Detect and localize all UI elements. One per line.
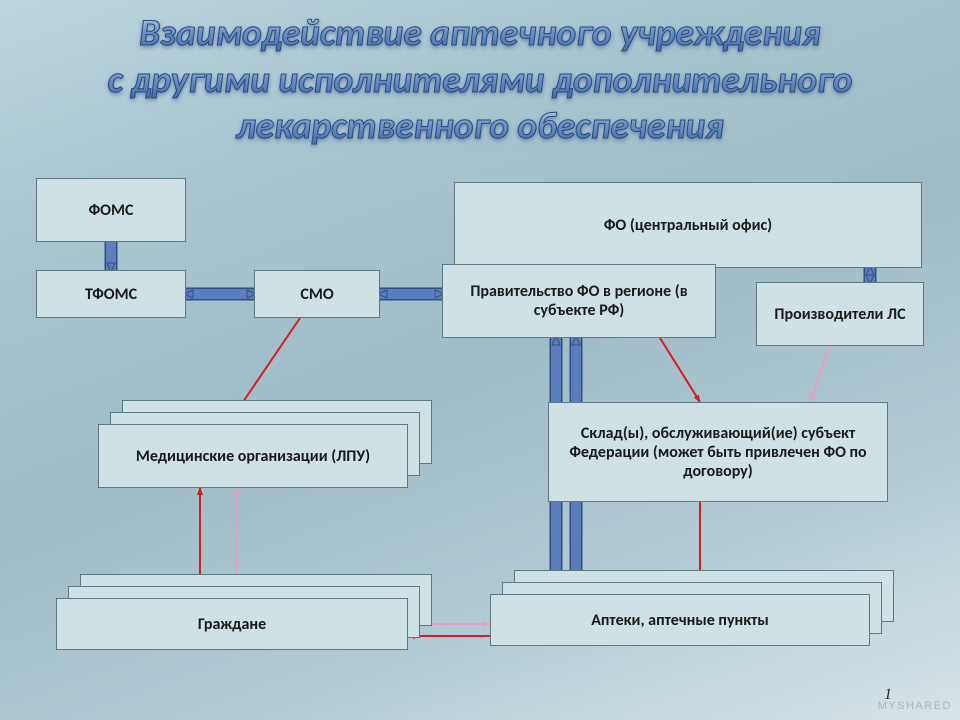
node-smo: СМО	[254, 270, 380, 318]
node-label-pharm: Аптеки, аптечные пункты	[591, 611, 769, 630]
node-sklad: Склад(ы), обслуживающий(ие) субъект Феде…	[548, 402, 888, 502]
node-label-prod: Производители ЛС	[774, 305, 905, 324]
node-tfoms: ТФОМС	[36, 270, 186, 318]
node-label-gov: Правительство ФО в регионе (в субъекте Р…	[453, 282, 705, 320]
node-gov: Правительство ФО в регионе (в субъекте Р…	[442, 264, 716, 338]
arrow-gov-sklad	[660, 338, 700, 402]
watermark: MYSHARED	[878, 700, 952, 712]
node-label-citizens: Граждане	[198, 615, 266, 634]
node-label-smo: СМО	[300, 285, 333, 304]
node-label-foms: ФОМС	[89, 201, 134, 220]
node-lpu: Медицинские организации (ЛПУ)	[98, 424, 408, 488]
arrow-prod-sklad	[810, 346, 830, 402]
node-fo: ФО (центральный офис)	[454, 182, 922, 268]
node-prod: Производители ЛС	[756, 282, 924, 346]
node-label-sklad: Склад(ы), обслуживающий(ие) субъект Феде…	[559, 424, 877, 481]
node-pharm: Аптеки, аптечные пункты	[490, 594, 870, 646]
diagram-canvas: ФО (центральный офис) ФОМС ТФОМС СМО Правите…	[0, 0, 960, 720]
node-label-lpu: Медицинские организации (ЛПУ)	[136, 447, 370, 466]
node-label-fo: ФО (центральный офис)	[604, 216, 772, 235]
node-label-tfoms: ТФОМС	[85, 285, 137, 304]
node-citizens: Граждане	[56, 598, 408, 650]
node-foms: ФОМС	[36, 178, 186, 242]
